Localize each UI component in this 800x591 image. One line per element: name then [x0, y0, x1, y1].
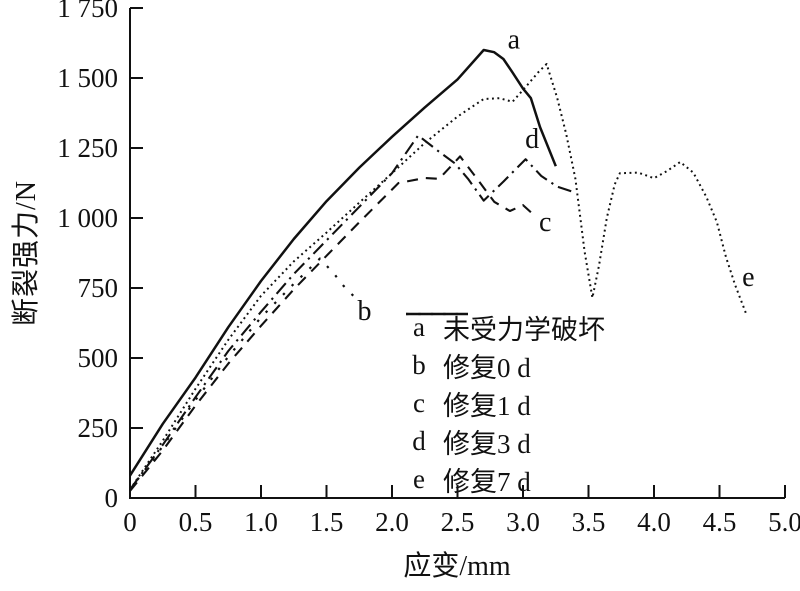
legend-item-b: b 修复0 d: [404, 312, 605, 384]
legend-label: 修复0 d: [443, 352, 531, 383]
x-axis-title: 应变/mm: [403, 551, 511, 582]
y-axis-title: 断裂强力/N: [11, 179, 42, 327]
y-tick-label: 1 250: [57, 133, 118, 163]
y-tick-label: 1 500: [57, 63, 118, 93]
x-tick-label: 3.0: [506, 507, 540, 537]
legend-item-e: e 修复7 d: [404, 313, 605, 498]
legend-letter: c: [413, 387, 425, 418]
legend-label: 修复7 d: [443, 466, 531, 497]
legend-letter: e: [413, 463, 425, 494]
curve-label-a: a: [508, 24, 521, 55]
legend: a 未受力学破坏 b 修复0 d c 修复1 d d 修复3 d e 修复7 d: [404, 308, 605, 498]
series-d: [129, 134, 572, 491]
y-tick-label: 750: [78, 273, 119, 303]
x-tick-label: 4.5: [703, 507, 737, 537]
legend-label: 修复1 d: [443, 390, 531, 421]
legend-item-d: d 修复3 d: [404, 312, 605, 460]
series-c: [129, 155, 535, 492]
series-e: [129, 63, 748, 491]
y-tick-label: 1 000: [57, 203, 118, 233]
x-tick-label: 0: [123, 507, 137, 537]
series-b: [129, 257, 357, 491]
y-tick-label: 250: [78, 413, 119, 443]
legend-label: 修复3 d: [443, 428, 531, 459]
x-tick-label: 2.5: [441, 507, 475, 537]
x-tick-label: 3.5: [572, 507, 606, 537]
y-tick-label: 0: [105, 483, 119, 513]
x-tick-label: 1.0: [244, 507, 278, 537]
legend-item-c: c 修复1 d: [404, 312, 605, 422]
legend-label: 未受力学破坏: [443, 314, 605, 345]
y-tick-label: 500: [78, 343, 119, 373]
legend-letter: a: [413, 311, 425, 342]
y-tick-label: 1 750: [57, 0, 118, 23]
curve-label-c: c: [539, 207, 551, 238]
legend-item-a: a 未受力学破坏: [404, 308, 605, 346]
curve-label-e: e: [742, 262, 754, 293]
legend-letter: b: [412, 349, 426, 380]
legend-letter: d: [412, 425, 426, 456]
curve-label-d: d: [525, 124, 539, 155]
x-tick-label: 4.0: [637, 507, 671, 537]
x-tick-label: 0.5: [179, 507, 213, 537]
x-tick-label: 2.0: [375, 507, 409, 537]
x-tick-label: 1.5: [310, 507, 344, 537]
curve-label-b: b: [357, 296, 371, 327]
x-tick-label: 5.0: [768, 507, 800, 537]
